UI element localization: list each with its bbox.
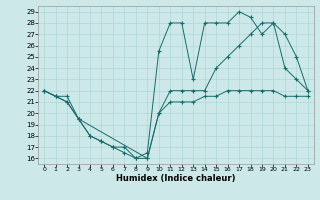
X-axis label: Humidex (Indice chaleur): Humidex (Indice chaleur) (116, 174, 236, 183)
